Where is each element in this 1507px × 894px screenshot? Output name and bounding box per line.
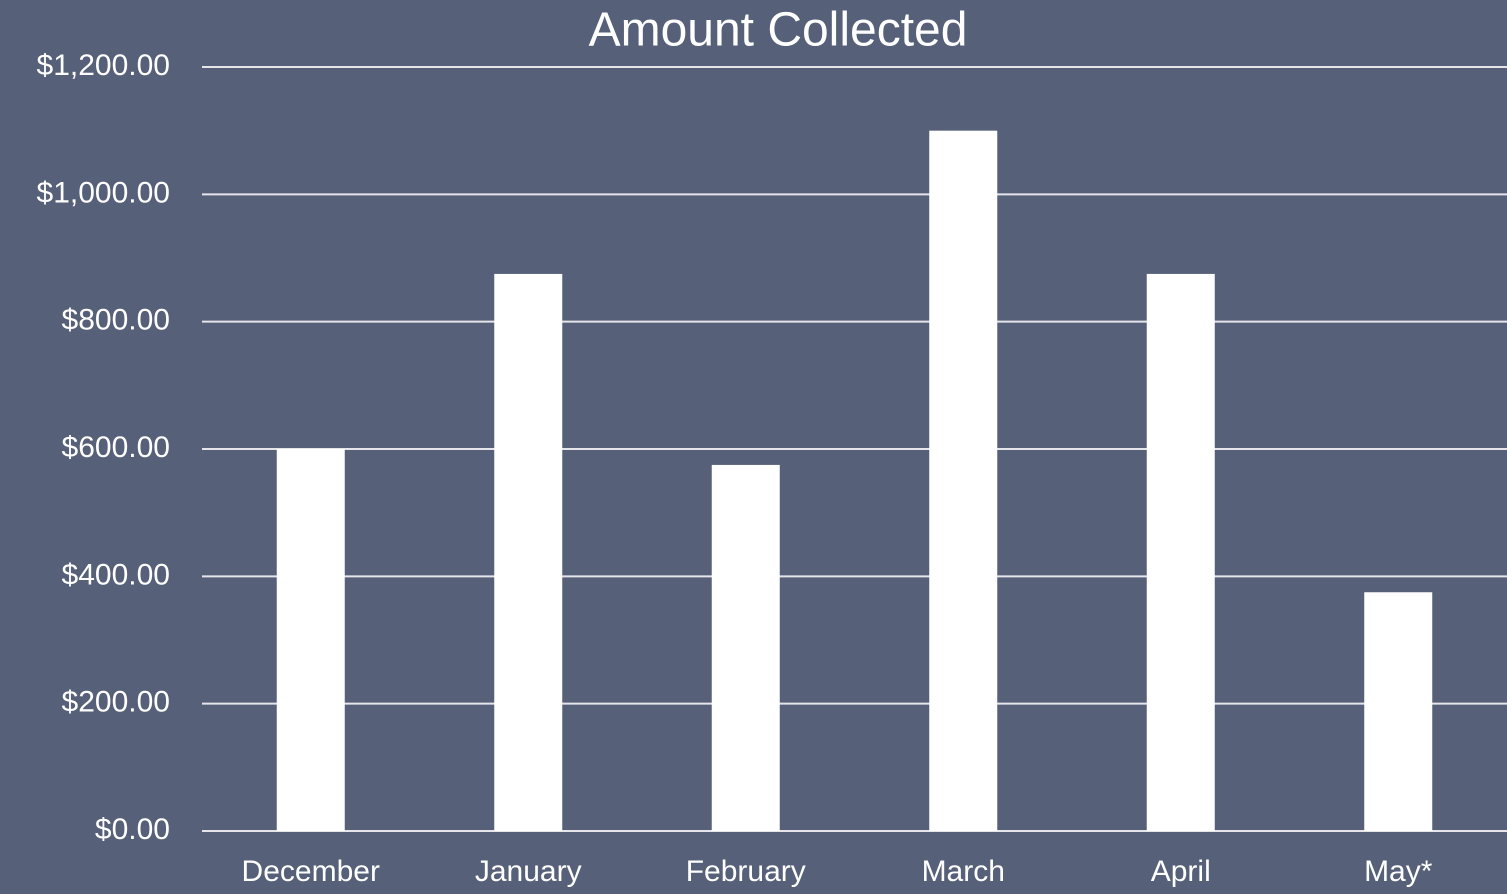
- bar: [276, 449, 345, 831]
- bar: [1146, 273, 1215, 832]
- x-tick-label: March: [922, 855, 1005, 888]
- bar: [711, 464, 780, 831]
- x-tick-label: February: [686, 855, 806, 888]
- y-tick-label: $800.00: [62, 304, 170, 337]
- y-tick-label: $400.00: [62, 558, 170, 591]
- y-tick-label: $200.00: [62, 686, 170, 719]
- bar: [929, 130, 998, 831]
- y-tick-label: $600.00: [62, 431, 170, 464]
- x-tick-label: December: [242, 855, 380, 888]
- y-tick-label: $1,200.00: [37, 49, 170, 82]
- bar: [1364, 592, 1433, 831]
- bar: [494, 273, 563, 832]
- x-tick-label: April: [1151, 855, 1211, 888]
- x-tick-label: May*: [1364, 855, 1433, 888]
- x-tick-label: January: [475, 855, 582, 888]
- y-tick-label: $0.00: [95, 813, 170, 846]
- chart-title: Amount Collected: [589, 4, 968, 57]
- y-tick-label: $1,000.00: [37, 176, 170, 209]
